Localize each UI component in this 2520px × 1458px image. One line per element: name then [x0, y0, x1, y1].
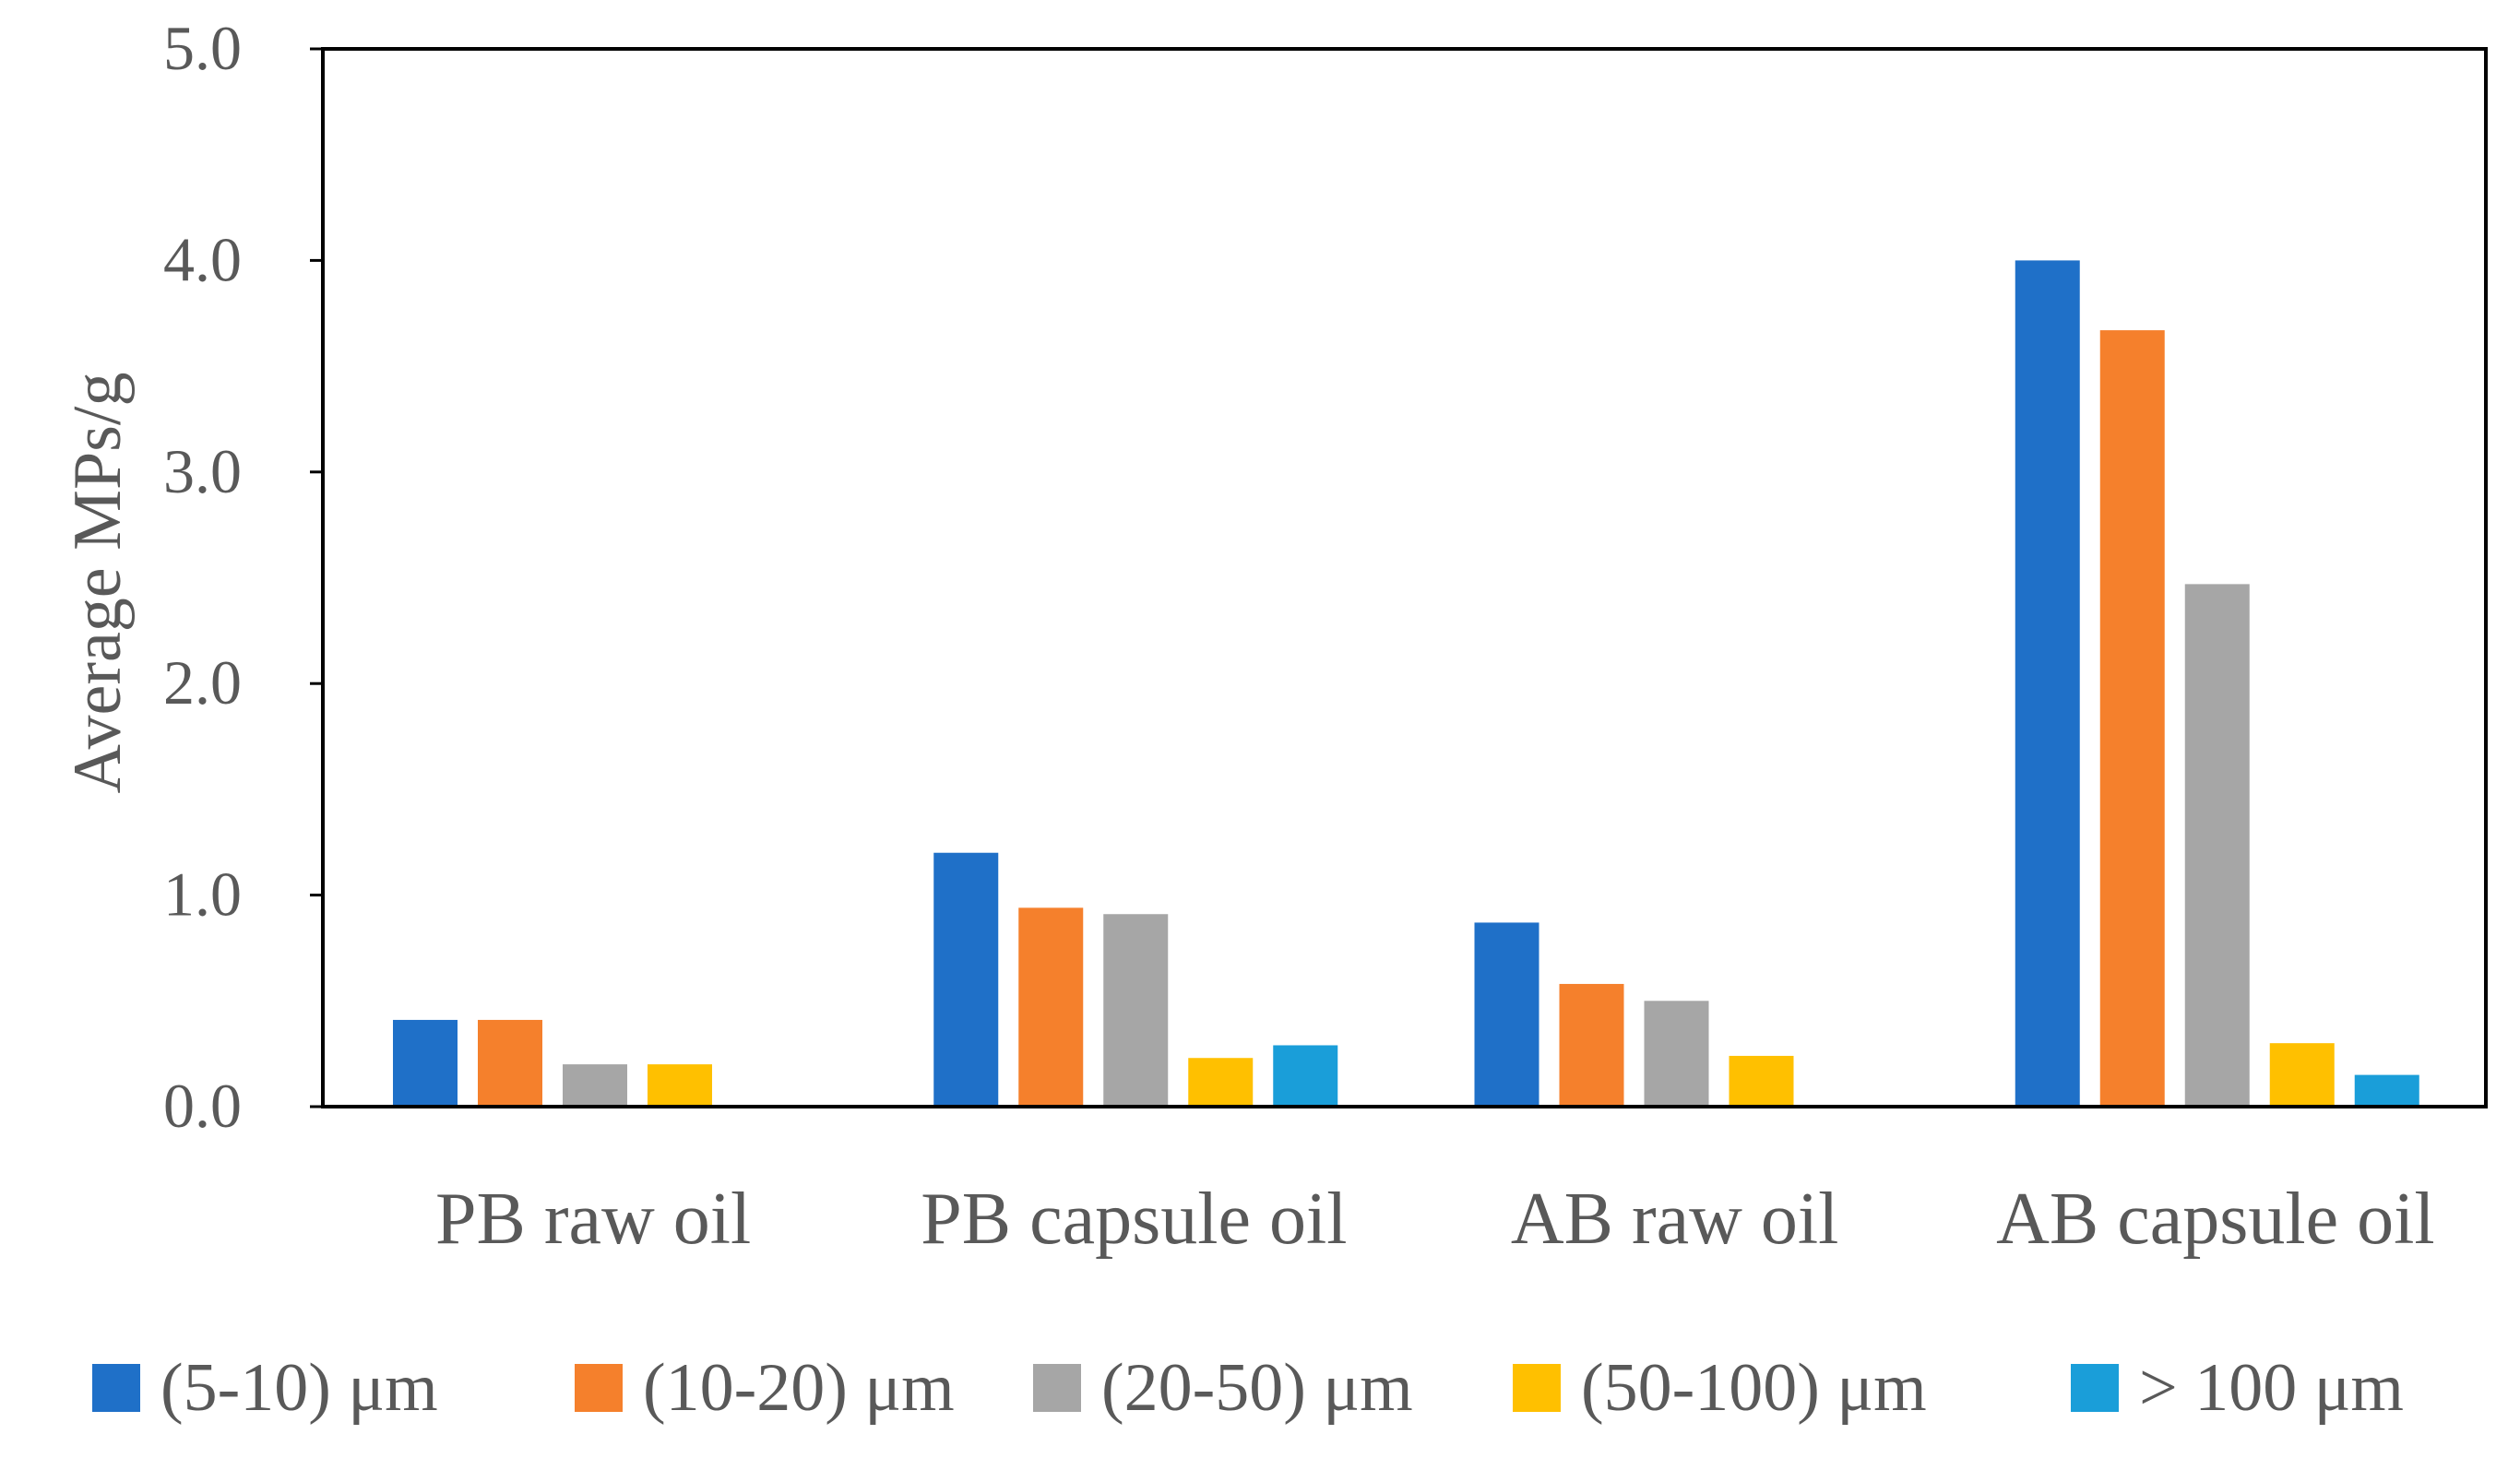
bar-3-0: [648, 1064, 712, 1107]
bar-3-1: [1188, 1058, 1254, 1107]
legend-swatch: [92, 1364, 140, 1412]
bar-1-2: [1559, 983, 1624, 1107]
legend-label: > 100 μm: [2139, 1350, 2404, 1426]
bar-0-0: [393, 1019, 458, 1107]
legend-label: (50-100) μm: [1581, 1350, 1927, 1426]
bar-0-3: [2015, 260, 2080, 1107]
bar-0-2: [1474, 922, 1539, 1107]
bar-1-1: [1018, 907, 1084, 1107]
bar-3-2: [1729, 1055, 1794, 1107]
legend-swatch: [1513, 1364, 1561, 1412]
y-tick-label: 1.0: [163, 859, 242, 930]
bar-1-0: [478, 1019, 542, 1107]
x-axis-categories: PB raw oil PB capsule oil AB raw oil AB cap…: [435, 1179, 2435, 1260]
bar-2-3: [2184, 584, 2250, 1107]
bar-4-3: [2354, 1074, 2419, 1107]
bar-2-2: [1644, 1001, 1709, 1107]
x-category-label: AB raw oil: [1511, 1179, 1839, 1260]
legend-label: (20-50) μm: [1101, 1350, 1413, 1426]
legend: (5-10) μm (10-20) μm (20-50) μm (50-100) μm…: [92, 1350, 2404, 1426]
y-tick-label: 0.0: [163, 1071, 242, 1141]
legend-swatch: [2071, 1364, 2119, 1412]
y-tick-label: 3.0: [163, 436, 242, 506]
y-tick-label: 4.0: [163, 224, 242, 294]
bar-4-1: [1273, 1045, 1338, 1107]
legend-swatch: [1033, 1364, 1081, 1412]
plot-frame: [321, 47, 2488, 1108]
bar-3-3: [2269, 1043, 2335, 1107]
y-axis-title: Average MPs/g: [60, 373, 136, 794]
bar-2-1: [1103, 914, 1169, 1107]
y-axis-ticks: 0.0 1.0 2.0 3.0 4.0 5.0: [163, 13, 323, 1141]
legend-label: (10-20) μm: [643, 1350, 955, 1426]
legend-label: (5-10) μm: [160, 1350, 438, 1426]
legend-swatch: [575, 1364, 623, 1412]
x-category-label: AB capsule oil: [1996, 1179, 2434, 1260]
bars-group: [393, 260, 2419, 1107]
bar-1-3: [2099, 330, 2165, 1107]
bar-0-1: [933, 852, 999, 1107]
bar-2-0: [563, 1064, 627, 1107]
y-tick-label: 2.0: [163, 647, 242, 717]
y-tick-label: 5.0: [163, 13, 242, 83]
x-category-label: PB capsule oil: [921, 1179, 1347, 1260]
x-category-label: PB raw oil: [435, 1179, 751, 1260]
